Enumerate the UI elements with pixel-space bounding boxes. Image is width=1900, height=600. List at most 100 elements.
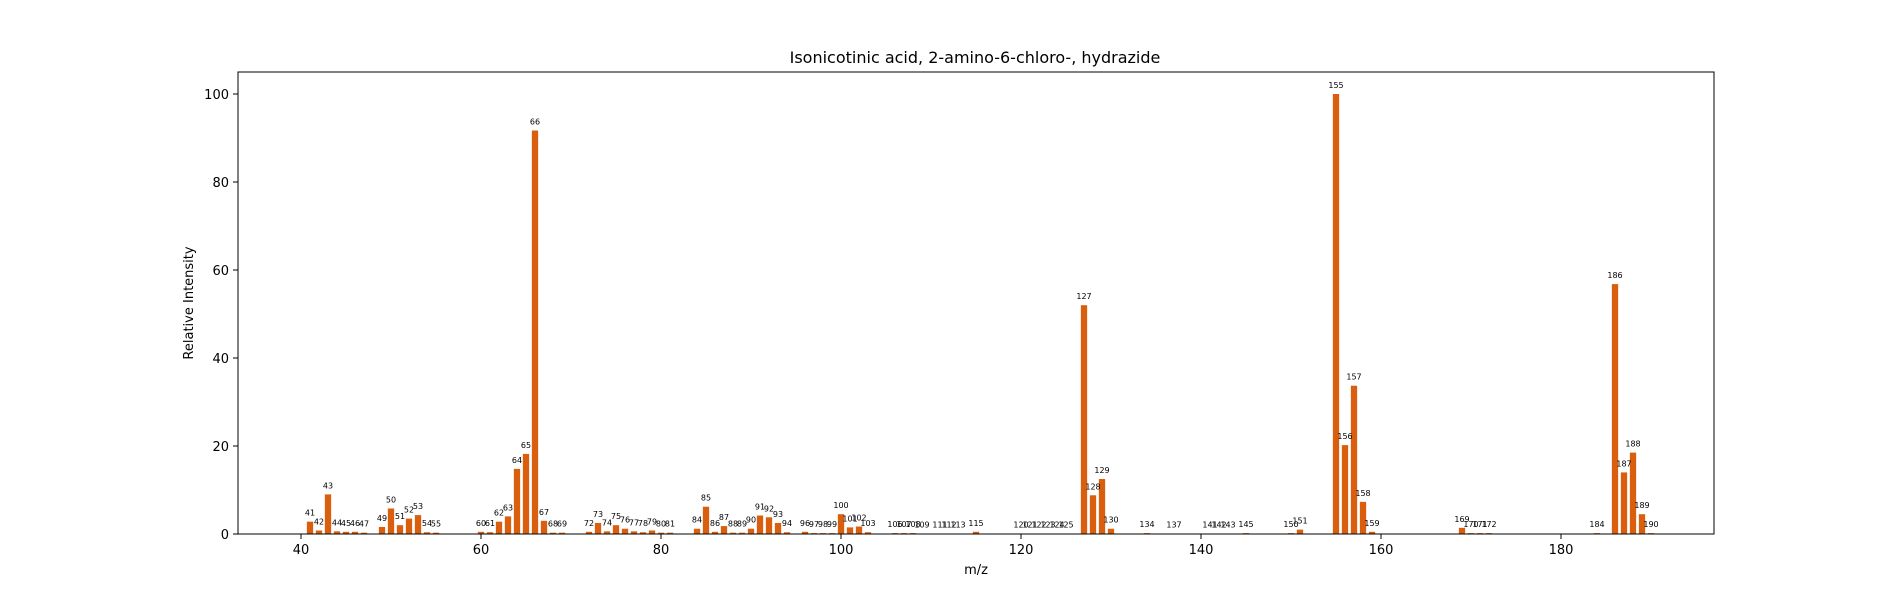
- x-tick-label-120: 120: [1009, 543, 1034, 558]
- bar-mz-73: [594, 523, 602, 534]
- bar-label-mz-188: 188: [1625, 440, 1640, 449]
- bar-mz-62: [495, 521, 503, 534]
- bar-label-mz-68: 68: [548, 520, 558, 529]
- bar-label-mz-80: 80: [656, 520, 666, 529]
- bar-mz-128: [1089, 495, 1097, 534]
- bar-mz-85: [702, 506, 710, 534]
- bar-label-mz-96: 96: [800, 519, 810, 528]
- bar-mz-100: [837, 514, 845, 534]
- bar-mz-55: [432, 532, 440, 534]
- bar-label-mz-54: 54: [422, 519, 432, 528]
- bar-label-mz-99: 99: [827, 520, 837, 529]
- bar-mz-130: [1107, 528, 1115, 534]
- bar-label-mz-81: 81: [665, 520, 675, 529]
- bars-layer: [306, 94, 1655, 534]
- bar-mz-151: [1296, 529, 1304, 534]
- bar-mz-155: [1332, 94, 1340, 534]
- bar-mz-94: [783, 532, 791, 534]
- bar-label-mz-77: 77: [629, 518, 639, 527]
- bar-label-mz-113: 113: [950, 521, 965, 530]
- bar-mz-78: [639, 532, 647, 534]
- bar-mz-186: [1611, 284, 1619, 534]
- bar-label-mz-76: 76: [620, 516, 630, 525]
- bar-label-mz-143: 143: [1220, 521, 1235, 530]
- bar-mz-52: [405, 518, 413, 534]
- bar-mz-67: [540, 520, 548, 534]
- bar-mz-129: [1098, 479, 1106, 534]
- bar-label-mz-102: 102: [851, 514, 866, 523]
- bar-label-mz-44: 44: [332, 518, 342, 527]
- bar-mz-41: [306, 521, 314, 534]
- bar-label-mz-42: 42: [314, 517, 324, 526]
- bar-label-mz-74: 74: [602, 518, 612, 527]
- bar-label-mz-141: 141: [1202, 521, 1217, 530]
- bar-label-mz-103: 103: [860, 519, 875, 528]
- bar-label-mz-151: 151: [1292, 517, 1307, 526]
- bar-mz-103: [864, 532, 872, 534]
- bar-label-mz-134: 134: [1139, 520, 1154, 529]
- bar-mz-84: [693, 528, 701, 534]
- bar-mz-50: [387, 508, 395, 534]
- bar-label-mz-97: 97: [809, 520, 819, 529]
- y-axis-ticks: 0 20 40 60 80 100: [204, 88, 238, 543]
- bar-mz-101: [846, 527, 854, 534]
- bar-mz-115: [972, 531, 980, 534]
- bar-label-mz-88: 88: [728, 520, 738, 529]
- bar-label-mz-112: 112: [941, 521, 956, 530]
- bar-mz-51: [396, 525, 404, 534]
- bar-label-mz-120: 120: [1013, 521, 1028, 530]
- bar-mz-89: [738, 532, 746, 534]
- bar-label-mz-72: 72: [584, 519, 594, 528]
- bar-mz-46: [351, 531, 359, 534]
- y-axis-label: Relative Intensity: [182, 246, 197, 359]
- bar-mz-158: [1359, 501, 1367, 534]
- bar-mz-72: [585, 531, 593, 534]
- bar-label-mz-169: 169: [1454, 515, 1469, 524]
- bar-mz-74: [603, 531, 611, 534]
- bar-label-mz-186: 186: [1607, 271, 1622, 280]
- bar-label-mz-123: 123: [1040, 521, 1055, 530]
- bar-label-mz-137: 137: [1166, 521, 1181, 530]
- bar-mz-53: [414, 515, 422, 534]
- bar-mz-90: [747, 528, 755, 534]
- bar-label-mz-46: 46: [350, 519, 360, 528]
- bar-mz-64: [513, 468, 521, 534]
- bar-label-mz-65: 65: [521, 441, 531, 450]
- bar-label-mz-171: 171: [1472, 520, 1487, 529]
- bar-label-mz-60: 60: [476, 519, 486, 528]
- bar-label-mz-64: 64: [512, 456, 522, 465]
- bar-label-mz-189: 189: [1634, 501, 1649, 510]
- bar-label-mz-187: 187: [1616, 459, 1631, 468]
- bar-label-mz-124: 124: [1049, 521, 1064, 530]
- bar-label-mz-55: 55: [431, 520, 441, 529]
- bar-mz-127: [1080, 305, 1088, 534]
- bar-label-mz-51: 51: [395, 512, 405, 521]
- bar-label-mz-93: 93: [773, 510, 783, 519]
- bar-label-mz-158: 158: [1355, 489, 1370, 498]
- bar-label-mz-45: 45: [341, 519, 351, 528]
- bar-label-mz-63: 63: [503, 503, 513, 512]
- bar-mz-86: [711, 531, 719, 534]
- bar-label-mz-157: 157: [1346, 373, 1361, 382]
- bar-mz-45: [342, 531, 350, 534]
- bar-label-mz-155: 155: [1328, 81, 1343, 90]
- bar-label-mz-122: 122: [1031, 521, 1046, 530]
- x-axis-ticks: 40 60 80 100 120 140 160 180: [293, 534, 1574, 558]
- bar-label-mz-145: 145: [1238, 520, 1253, 529]
- bar-label-mz-91: 91: [755, 503, 765, 512]
- x-tick-label-80: 80: [653, 543, 670, 558]
- bar-mz-102: [855, 526, 863, 534]
- x-tick-label-180: 180: [1549, 543, 1574, 558]
- bar-label-mz-190: 190: [1643, 520, 1658, 529]
- bar-mz-77: [630, 531, 638, 534]
- bar-label-mz-49: 49: [377, 514, 387, 523]
- bar-mz-65: [522, 453, 530, 534]
- bar-mz-188: [1629, 452, 1637, 534]
- bar-label-mz-90: 90: [746, 516, 756, 525]
- bar-label-mz-85: 85: [701, 494, 711, 503]
- bar-label-mz-94: 94: [782, 519, 792, 528]
- bar-mz-60: [477, 531, 485, 534]
- bar-mz-157: [1350, 385, 1358, 534]
- bar-label-mz-50: 50: [386, 495, 396, 504]
